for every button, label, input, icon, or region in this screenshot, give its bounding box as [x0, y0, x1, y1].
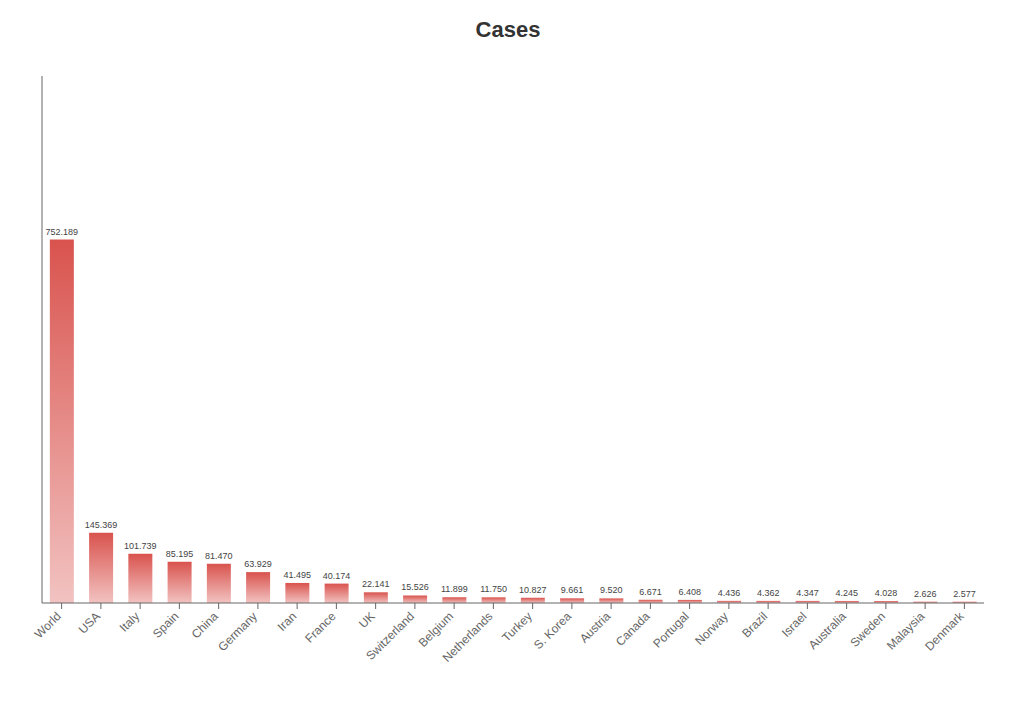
svg-text:China: China — [189, 609, 221, 641]
svg-text:40.174: 40.174 — [323, 571, 351, 581]
svg-text:11.750: 11.750 — [480, 584, 507, 594]
svg-text:10.827: 10.827 — [519, 585, 547, 595]
svg-text:2.626: 2.626 — [914, 589, 937, 599]
html-text:Cases: Cases — [475, 17, 541, 42]
svg-text:UK: UK — [356, 609, 378, 631]
svg-text:4.028: 4.028 — [875, 588, 898, 598]
svg-text:USA: USA — [76, 609, 103, 636]
svg-text:41.495: 41.495 — [284, 570, 312, 580]
svg-text:4.347: 4.347 — [796, 588, 819, 598]
svg-text:Austria: Austria — [577, 609, 614, 646]
svg-text:6.671: 6.671 — [639, 587, 662, 597]
svg-text:11.899: 11.899 — [441, 584, 468, 594]
svg-text:9.520: 9.520 — [600, 585, 623, 595]
svg-text:101.739: 101.739 — [124, 541, 157, 551]
svg-text:63.929: 63.929 — [244, 559, 272, 569]
svg-text:15.526: 15.526 — [401, 582, 429, 592]
svg-text:Malaysia: Malaysia — [884, 609, 928, 653]
svg-text:9.661: 9.661 — [561, 585, 584, 595]
svg-text:Norway: Norway — [692, 609, 731, 648]
svg-text:Netherlands: Netherlands — [440, 609, 496, 665]
svg-text:Switzerland: Switzerland — [363, 609, 417, 663]
svg-text:Germany: Germany — [215, 609, 260, 654]
svg-text:Italy: Italy — [117, 609, 142, 634]
svg-text:4.362: 4.362 — [757, 588, 780, 598]
svg-text:752.189: 752.189 — [46, 227, 79, 237]
svg-text:81.470: 81.470 — [205, 551, 233, 561]
svg-text:Portugal: Portugal — [650, 609, 692, 651]
svg-text:Sweden: Sweden — [847, 609, 888, 650]
svg-text:Denmark: Denmark — [922, 609, 967, 654]
svg-text:Belgium: Belgium — [415, 609, 457, 650]
svg-text:4.436: 4.436 — [718, 588, 741, 598]
svg-text:2.577: 2.577 — [953, 589, 976, 599]
svg-text:6.408: 6.408 — [679, 587, 702, 597]
svg-text:Israel: Israel — [779, 609, 810, 640]
svg-text:4.245: 4.245 — [836, 588, 859, 598]
svg-text:Iran: Iran — [275, 609, 300, 634]
svg-text:85.195: 85.195 — [166, 549, 194, 559]
svg-text:Australia: Australia — [806, 609, 849, 652]
svg-text:World: World — [32, 609, 64, 641]
svg-text:S. Korea: S. Korea — [531, 609, 574, 652]
svg-text:22.141: 22.141 — [362, 579, 390, 589]
svg-text:Brazil: Brazil — [739, 609, 770, 640]
svg-text:France: France — [302, 609, 339, 646]
svg-text:Canada: Canada — [613, 609, 653, 649]
svg-text:Spain: Spain — [150, 609, 182, 641]
svg-text:Turkey: Turkey — [499, 609, 535, 645]
svg-text:145.369: 145.369 — [85, 520, 118, 530]
